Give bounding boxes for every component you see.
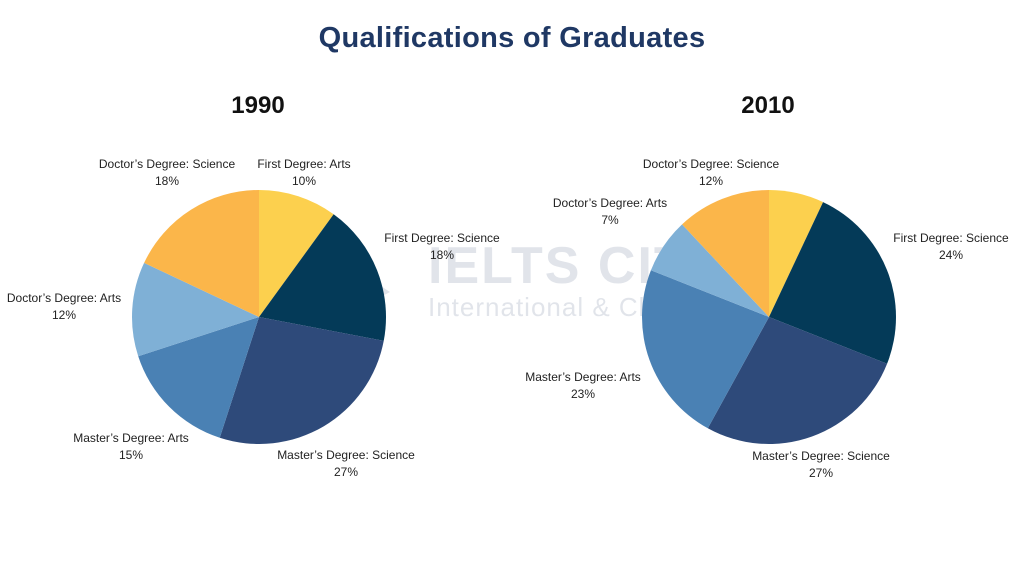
chart-title: Qualifications of Graduates xyxy=(318,22,706,54)
slice-2010-first-degree-arts xyxy=(769,190,824,317)
label-1990-doctors-degree-science: Doctor’s Degree: Science 18% xyxy=(98,157,236,188)
label-1990-first-degree-science: First Degree: Science 18% xyxy=(384,231,500,262)
label-2010-first-degree-science: First Degree: Science 24% xyxy=(893,231,1009,262)
slice-2010-first-degree-science xyxy=(769,202,896,364)
pie-title-2010: 2010 xyxy=(741,92,795,119)
slice-2010-doctor-s-degree-science xyxy=(682,190,769,317)
label-2010-doctors-degree-arts: Doctor’s Degree: Arts 7% xyxy=(552,196,668,227)
slice-1990-first-degree-arts xyxy=(259,190,334,317)
label-1990-first-degree-arts: First Degree: Arts 10% xyxy=(257,157,351,188)
slice-1990-master-s-degree-arts xyxy=(138,317,259,438)
slice-1990-master-s-degree-science xyxy=(219,317,384,444)
slice-2010-master-s-degree-arts xyxy=(642,270,769,429)
pie-1990 xyxy=(132,190,387,444)
slice-2010-doctor-s-degree-arts xyxy=(650,224,769,317)
slice-1990-doctor-s-degree-arts xyxy=(132,262,259,357)
slice-1990-doctor-s-degree-science xyxy=(144,190,259,317)
pie-2010 xyxy=(642,190,896,444)
slice-2010-master-s-degree-science xyxy=(707,317,888,444)
pie-title-1990: 1990 xyxy=(231,92,285,119)
label-1990-masters-degree-science: Master’s Degree: Science 27% xyxy=(277,448,415,479)
label-2010-masters-degree-arts: Master’s Degree: Arts 23% xyxy=(525,370,641,401)
label-2010-doctors-degree-science: Doctor’s Degree: Science 12% xyxy=(642,157,780,188)
label-1990-masters-degree-arts: Master’s Degree: Arts 15% xyxy=(73,431,189,462)
label-1990-doctors-degree-arts: Doctor’s Degree: Arts 12% xyxy=(6,291,122,322)
slice-1990-first-degree-science xyxy=(259,214,387,341)
label-2010-masters-degree-science: Master’s Degree: Science 27% xyxy=(752,449,890,480)
